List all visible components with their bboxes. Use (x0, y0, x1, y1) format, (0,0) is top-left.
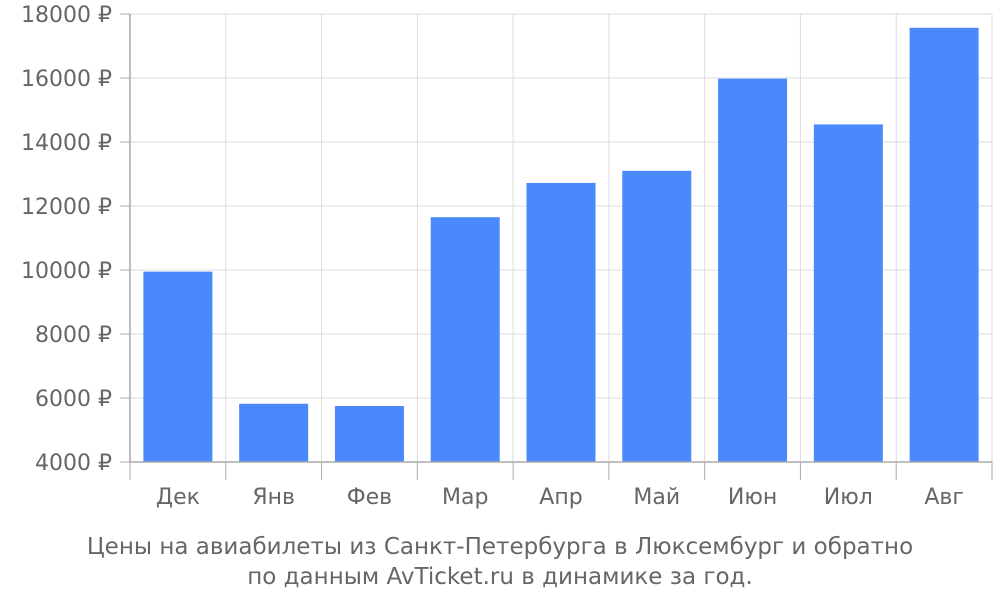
bar-2 (239, 403, 309, 462)
y-tick-label: 8000 ₽ (35, 323, 112, 348)
axes (120, 13, 993, 480)
y-tick-label: 10000 ₽ (21, 259, 112, 284)
y-tick-label: 12000 ₽ (21, 195, 112, 220)
chart-caption-line-2: по данным AvTicket.ru в динамике за год. (247, 564, 753, 590)
y-tick-label: 18000 ₽ (21, 3, 112, 28)
y-tick-label: 6000 ₽ (35, 387, 112, 412)
x-tick-label: Июл (824, 485, 873, 510)
bars (143, 27, 979, 463)
bar-7 (718, 78, 788, 462)
bar-6 (622, 170, 692, 463)
x-tick-label: Янв (252, 485, 295, 510)
y-tick-label: 14000 ₽ (21, 131, 112, 156)
bar-3 (334, 406, 404, 462)
chart-caption-line-1: Цены на авиабилеты из Санкт-Петербурга в… (86, 534, 914, 560)
bar-5 (526, 182, 596, 462)
y-tick-label: 4000 ₽ (35, 451, 112, 476)
y-tick-label: 16000 ₽ (21, 67, 112, 92)
x-tick-label: Мар (442, 485, 488, 510)
x-tick-label: Апр (539, 485, 582, 510)
x-tick-label: Фев (347, 485, 392, 510)
x-tick-label: Июн (728, 485, 777, 510)
x-tick-label: Авг (924, 485, 964, 510)
x-tick-label: Май (633, 485, 680, 510)
x-tick-label: Дек (156, 485, 200, 510)
bar-9 (909, 27, 979, 462)
bar-4 (430, 217, 500, 462)
bar-1 (143, 271, 213, 462)
tick-labels: 4000 ₽ 6000 ₽ 8000 ₽ 10000 ₽ 12000 ₽ 14000 ₽ 1… (21, 3, 964, 510)
bar-8 (813, 124, 883, 463)
